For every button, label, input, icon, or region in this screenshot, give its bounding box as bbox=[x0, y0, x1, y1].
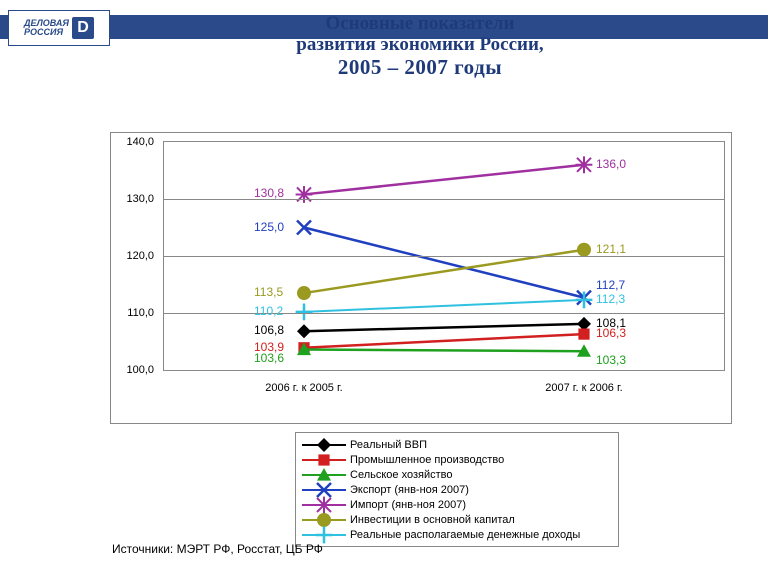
data-label: 110,2 bbox=[254, 304, 283, 318]
data-label: 125,0 bbox=[254, 220, 284, 234]
data-label: 106,3 bbox=[596, 326, 626, 340]
page-title: Основные показатели развития экономики Р… bbox=[260, 14, 580, 79]
data-label: 113,5 bbox=[254, 285, 283, 299]
y-tick-label: 120,0 bbox=[126, 250, 154, 262]
data-label: 136,0 bbox=[596, 157, 626, 171]
y-tick-label: 110,0 bbox=[127, 307, 154, 319]
legend-row: Реальные располагаемые денежные доходы bbox=[302, 527, 612, 542]
data-label: 106,8 bbox=[254, 323, 284, 337]
legend-row: Инвестиции в основной капитал bbox=[302, 512, 612, 527]
logo-mark: D bbox=[72, 17, 94, 39]
logo: ДЕЛОВАЯРОССИЯ D bbox=[8, 10, 110, 46]
legend: Реальный ВВППромышленное производствоСел… bbox=[295, 432, 619, 547]
y-tick-label: 100,0 bbox=[126, 364, 154, 376]
source-text: Источники: МЭРТ РФ, Росстат, ЦБ РФ bbox=[112, 542, 323, 556]
x-tick-label: 2007 г. к 2006 г. bbox=[504, 382, 664, 394]
legend-row: Импорт (янв-ноя 2007) bbox=[302, 497, 612, 512]
y-tick-label: 140,0 bbox=[126, 136, 154, 148]
legend-row: Промышленное производство bbox=[302, 452, 612, 467]
data-label: 112,3 bbox=[596, 292, 625, 306]
y-tick-label: 130,0 bbox=[126, 193, 154, 205]
legend-row: Экспорт (янв-ноя 2007) bbox=[302, 482, 612, 497]
data-label: 103,3 bbox=[596, 353, 626, 367]
data-label: 130,8 bbox=[254, 186, 284, 200]
logo-text: ДЕЛОВАЯРОССИЯ bbox=[24, 19, 69, 38]
data-label: 121,1 bbox=[596, 242, 626, 256]
chart-area: 100,0 110,0 120,0 130,0 140,0 2006 г. к 2005 … bbox=[110, 132, 732, 424]
legend-row: Сельское хозяйство bbox=[302, 467, 612, 482]
plot-area: 100,0110,0120,0130,0140,02006 г. к 2005 … bbox=[163, 141, 725, 371]
x-tick-label: 2006 г. к 2005 г. bbox=[224, 382, 384, 394]
legend-row: Реальный ВВП bbox=[302, 437, 612, 452]
data-label: 112,7 bbox=[596, 278, 625, 292]
data-label: 103,6 bbox=[254, 351, 284, 365]
